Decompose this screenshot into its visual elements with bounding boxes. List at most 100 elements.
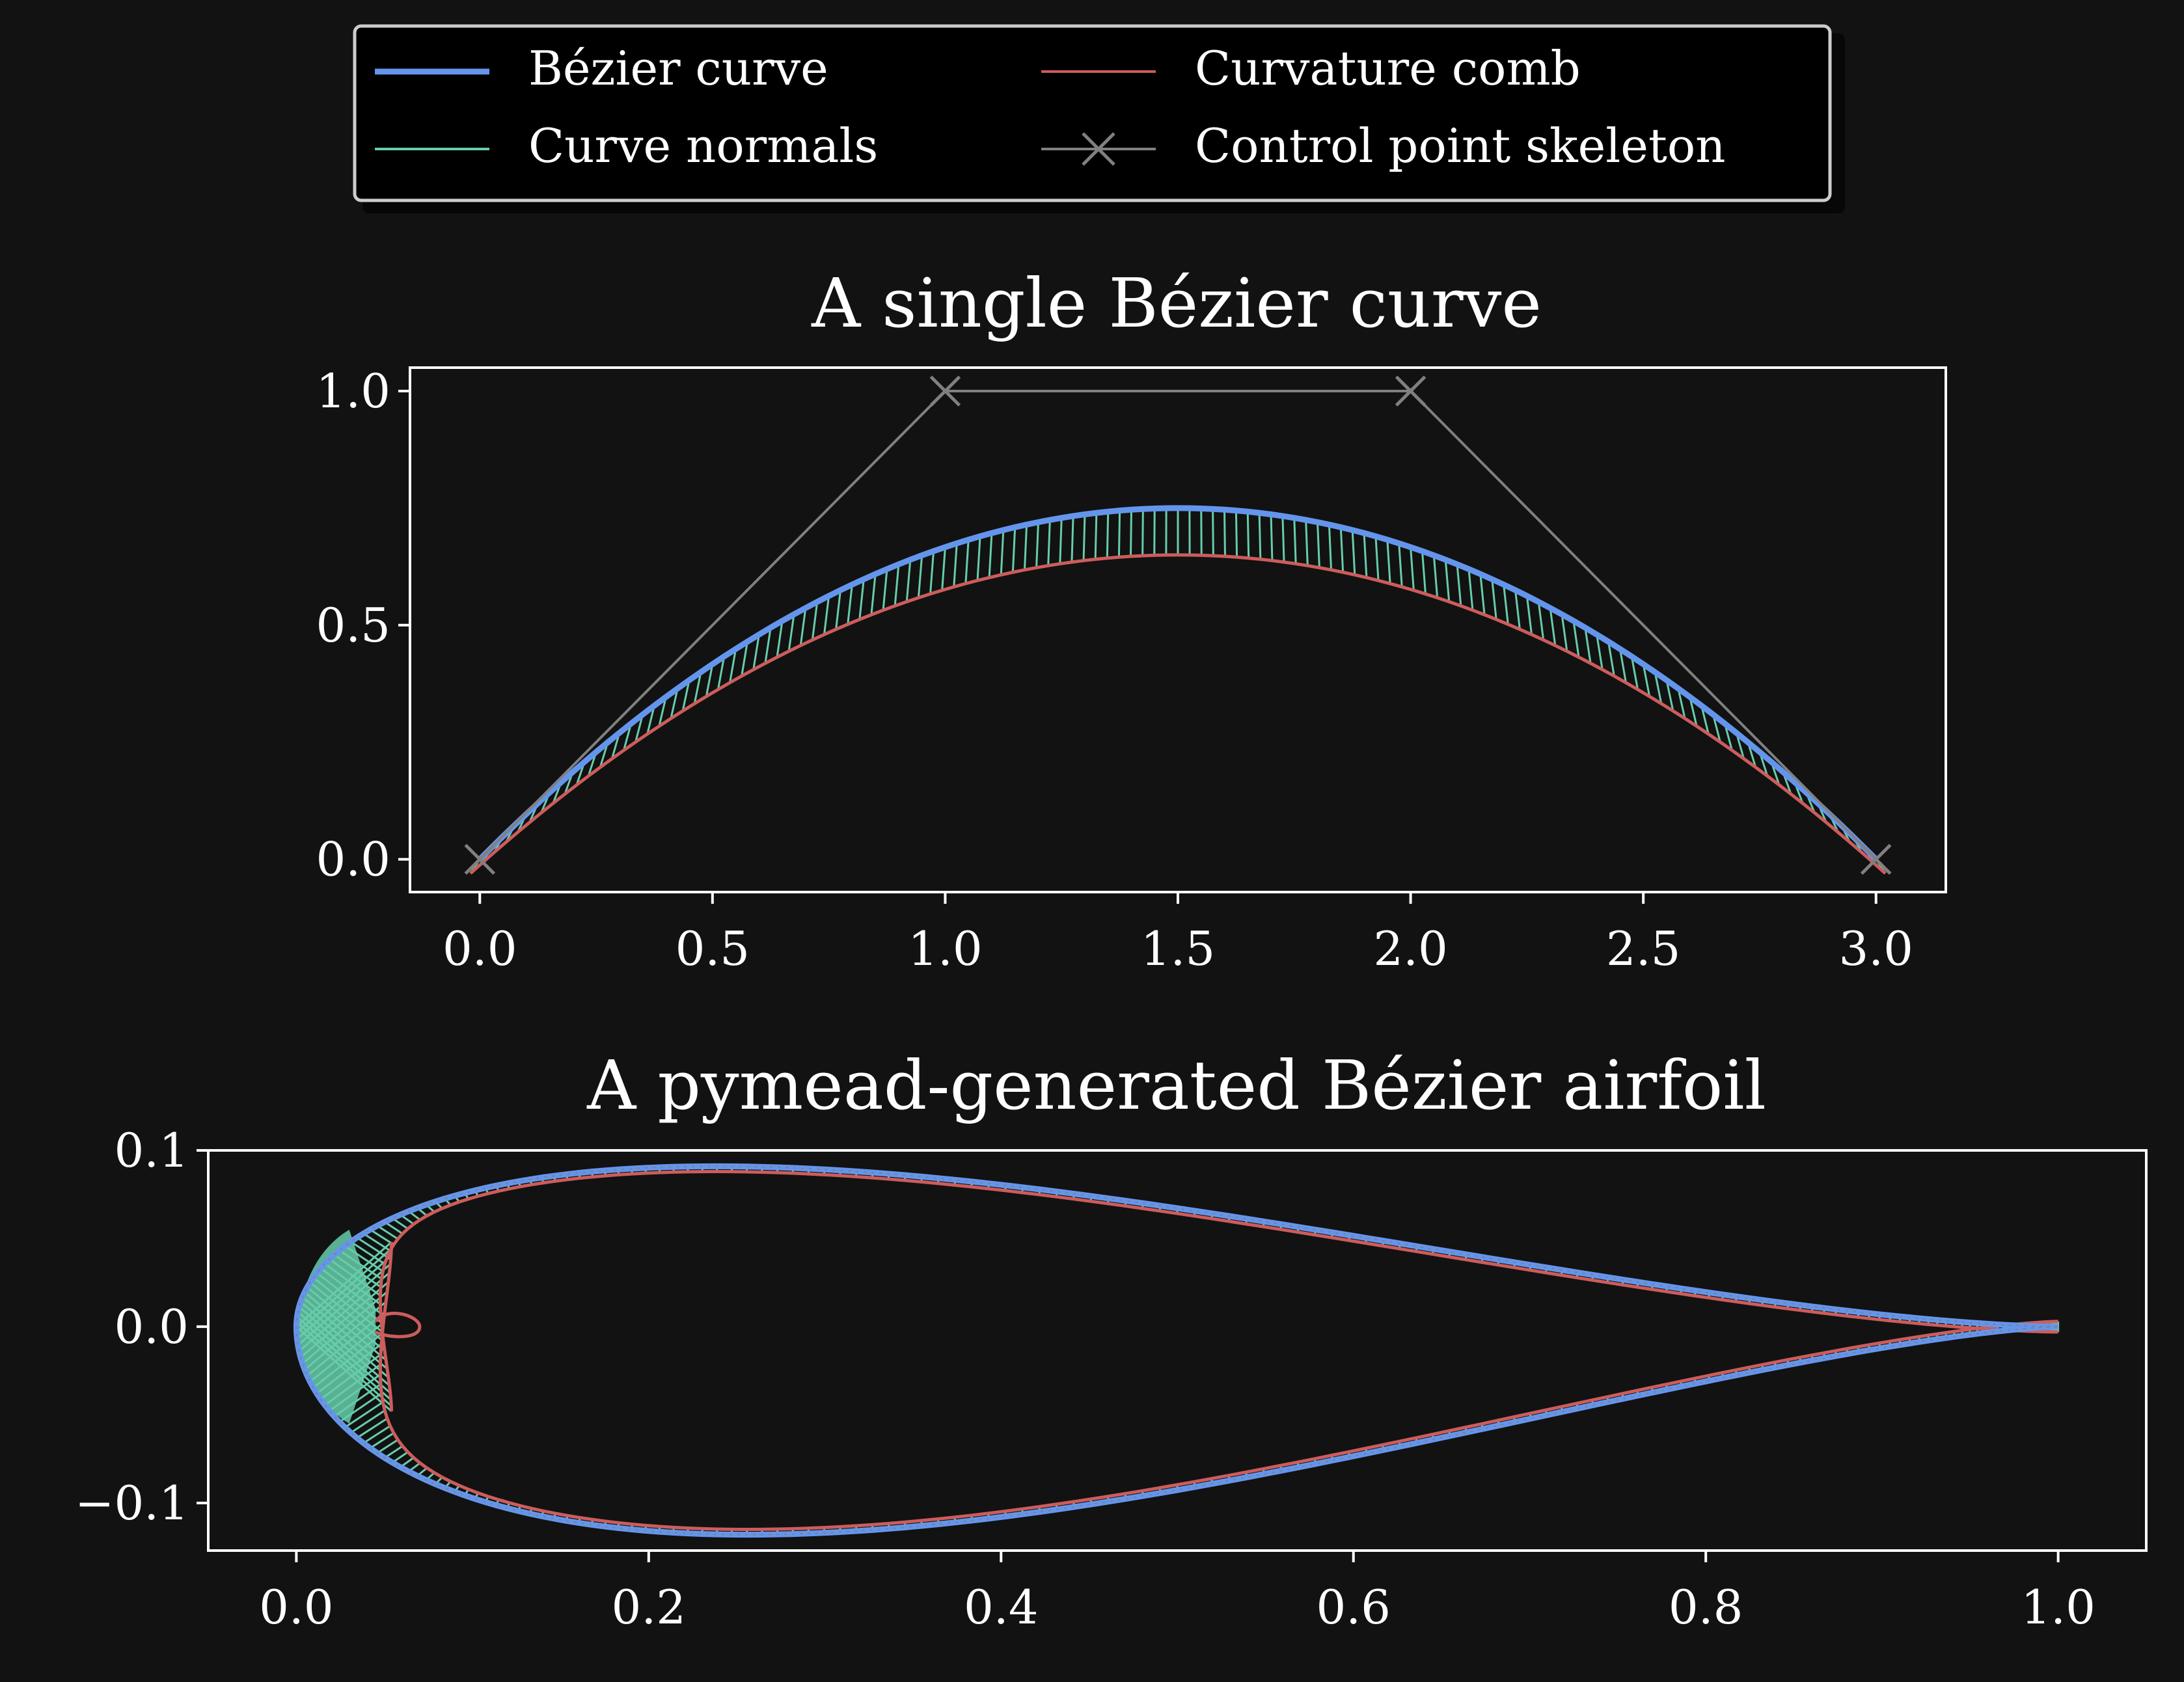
plot2-ytick-label: 0.1 [114, 1123, 189, 1178]
plot1-normal-tooth [1270, 514, 1274, 561]
legend-label-control-point-skeleton: Control point skeleton [1195, 118, 1726, 173]
plot1-normal-tooth [847, 584, 853, 625]
plot1-control-point-marker [1860, 843, 1892, 875]
plot1-normal-tooth [1130, 509, 1132, 557]
plot1-normal-tooth [1630, 656, 1639, 690]
plot1-normal-tooth [1317, 522, 1320, 568]
plot1-normal-tooth [1106, 511, 1110, 558]
plot1-normal-tooth [1363, 533, 1368, 578]
plot1-normal-tooth [1082, 514, 1086, 561]
plot2-normal-tooth [384, 1221, 403, 1235]
plot1-ytick-label: 0.0 [316, 832, 390, 887]
plot2-normal-tooth [370, 1228, 394, 1246]
plot2-axes: 0.0 0.2 0.4 0.6 0.8 1.0 0.1 0.0 −0.1 [75, 1123, 2148, 1635]
legend-label-curvature-comb: Curvature comb [1195, 41, 1581, 96]
plot2-xtick-label: 0.2 [612, 1580, 687, 1635]
plot1-skeleton-line [478, 389, 1877, 861]
plot1-normal-tooth [1351, 530, 1356, 575]
plot2-normal-tooth [350, 1409, 386, 1434]
plot1-normal-tooth [1035, 522, 1039, 568]
plot1-normal-tooth [729, 649, 737, 683]
plot1-normal-tooth [1410, 547, 1415, 591]
plot1-normal-tooth [1456, 564, 1462, 606]
legend: Bézier curve Curvature comb Curve normal… [353, 24, 1845, 213]
plot1-normal-tooth [1665, 680, 1674, 711]
plot1-plot-area [410, 368, 1946, 892]
plot1-normal-tooth [1677, 688, 1686, 719]
plot2-curvature-comb-lower [378, 1241, 2058, 1531]
plot2-curvature-comb-upper [378, 1170, 2058, 1412]
plot1-normal-tooth [1654, 671, 1663, 704]
plot1-xtick-label: 0.0 [443, 921, 517, 976]
plot2-frame [207, 1149, 2148, 1552]
plot1-normal-tooth [1011, 527, 1017, 573]
plot1-normal-tooth [1258, 513, 1262, 560]
plot1-normal-tooth [787, 614, 795, 652]
plot2-title: A pymead-generated Bézier airfoil [586, 1046, 1766, 1125]
plot1-normal-tooth [1584, 627, 1592, 664]
plot1-xtick-label: 2.5 [1606, 921, 1681, 976]
plot1-normal-tooth [799, 608, 807, 646]
plot1-normal-tooth [717, 656, 726, 690]
plot1-normal-tooth [976, 536, 981, 581]
plot1-normal-tooth [1432, 555, 1439, 598]
plot1-normal-tooth [1281, 515, 1285, 562]
plot1-control-point-marker [1395, 375, 1426, 407]
plot1-normal-tooth [658, 696, 667, 727]
plot1-normal-tooth [741, 641, 748, 677]
plot1-ytick-label: 0.5 [316, 598, 390, 653]
plot2-normal-tooth [376, 1439, 399, 1454]
plot1-normal-tooth [1514, 590, 1521, 630]
plot1-control-point-marker [464, 843, 496, 875]
plot2-xtick-label: 0.4 [964, 1580, 1039, 1635]
plot1-normal-tooth [1059, 517, 1063, 564]
plot1-normal-tooth [1467, 569, 1474, 610]
plot1-normal-tooth [764, 627, 772, 664]
plot2-normal-tooth [350, 1241, 386, 1265]
plot1-normal-tooth [1479, 574, 1486, 615]
plot2-normal-tooth [370, 1432, 394, 1449]
plot1-xtick-label: 3.0 [1838, 921, 1913, 976]
plot1-normal-tooth [858, 579, 865, 620]
plot2-ytick-label: −0.1 [75, 1476, 189, 1530]
plot1-normal-tooth [1421, 550, 1426, 594]
plot1-bezier-curve-line [478, 505, 1878, 861]
plot2-curvature-comb-loop [374, 1311, 422, 1338]
plot1-normal-tooth [905, 560, 912, 602]
plot1-normal-tooth [1047, 519, 1051, 566]
plot1-normal-tooth [1000, 530, 1005, 575]
plot1-normal-tooth [1561, 614, 1568, 652]
plot2-normal-tooth [356, 1236, 388, 1258]
plot2-normal-tooth [356, 1417, 388, 1439]
plot1-normal-tooth [693, 671, 702, 704]
plot1-normal-tooth [823, 595, 830, 635]
plot2-xtick-label: 0.8 [1669, 1580, 1743, 1635]
plot1-xtick-label: 1.5 [1141, 921, 1216, 976]
plot1-normal-tooth [681, 680, 690, 711]
plot1-xtick-label: 2.0 [1373, 921, 1448, 976]
plot1-normal-tooth [964, 539, 970, 584]
plot1-normal-tooth [894, 564, 900, 606]
plot2-skeleton-line [295, 1165, 2058, 1536]
plot1-normal-tooth [1328, 524, 1333, 570]
plot1-normal-tooth [1374, 536, 1380, 581]
plot1-normal-tooth [646, 705, 655, 735]
plot1-normal-tooth [811, 601, 819, 640]
plot2-ytick-label: 0.0 [114, 1299, 189, 1354]
plot1-normal-tooth [1607, 641, 1615, 677]
plot1-normal-tooth [1398, 543, 1403, 588]
plot1-title: A single Bézier curve [811, 264, 1542, 343]
plot2-normal-tooth [384, 1445, 403, 1459]
legend-label-curve-normals: Curve normals [528, 118, 878, 173]
plot1-normal-tooth [1491, 579, 1497, 620]
plot1-normal-tooth [1642, 664, 1651, 697]
plot2-normal-tooth [344, 1401, 384, 1428]
legend-label-bezier-curve: Bézier curve [528, 41, 828, 96]
plot1-curvature-comb-line [469, 553, 1887, 875]
plot1-normal-tooth [941, 547, 946, 591]
plot1-normal-tooth [1071, 515, 1074, 562]
plot1-normal-tooth [1549, 608, 1557, 646]
plot1-normal-tooth [1023, 524, 1028, 570]
plot1-normal-tooth [988, 533, 993, 578]
